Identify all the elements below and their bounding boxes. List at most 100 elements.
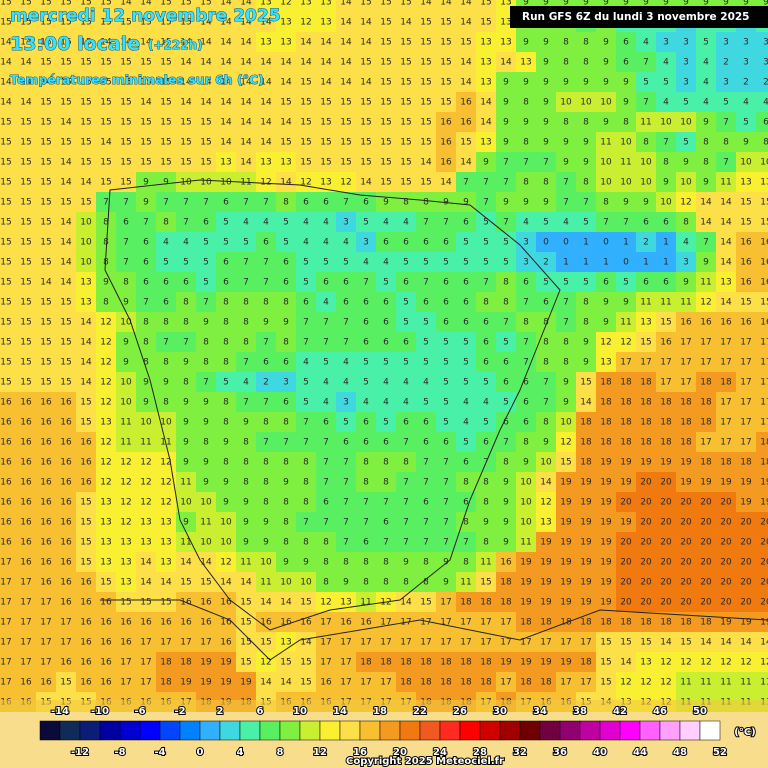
temperature-value: 14 [40, 278, 52, 288]
temperature-value: 16 [80, 638, 92, 648]
temperature-cell [176, 32, 196, 52]
temperature-cell [0, 172, 16, 192]
temperature-cell [256, 152, 276, 172]
temperature-value: 9 [623, 78, 629, 88]
temperature-value: 13 [280, 158, 291, 168]
temperature-value: 10 [740, 158, 752, 168]
temperature-value: 13 [100, 538, 111, 548]
temperature-value: 8 [383, 458, 389, 468]
temperature-value: 12 [620, 338, 631, 348]
temperature-value: 8 [523, 138, 529, 148]
temperature-value: 17 [320, 618, 331, 628]
temperature-value: 12 [100, 458, 111, 468]
temperature-value: 6 [343, 278, 349, 288]
temperature-cell [716, 112, 736, 132]
temperature-value: 14 [180, 98, 192, 108]
temperature-value: 17 [0, 558, 11, 568]
temperature-value: 15 [0, 138, 11, 148]
temperature-value: 17 [140, 658, 151, 668]
temperature-value: 5 [463, 258, 469, 268]
temperature-cell [216, 12, 236, 32]
temperature-value: 18 [440, 678, 452, 688]
temperature-value: 9 [203, 318, 209, 328]
temperature-value: 12 [660, 678, 671, 688]
colorbar-label: 14 [333, 706, 347, 717]
temperature-value: 4 [483, 398, 489, 408]
temperature-value: 7 [643, 58, 649, 68]
temperature-value: 7 [143, 298, 149, 308]
temperature-value: 18 [700, 458, 712, 468]
temperature-value: 18 [380, 658, 392, 668]
temperature-value: 6 [223, 198, 229, 208]
temperature-value: 4 [303, 358, 309, 368]
temperature-value: 12 [680, 658, 691, 668]
temperature-value: 9 [623, 198, 629, 208]
colorbar-swatch [499, 720, 521, 741]
temperature-value: 5 [483, 378, 489, 388]
temperature-value: 16 [40, 518, 52, 528]
temperature-value: 15 [320, 98, 331, 108]
temperature-cell [56, 112, 76, 132]
temperature-value: 6 [483, 358, 489, 368]
temperature-value: 12 [660, 658, 671, 668]
temperature-value: 7 [523, 338, 529, 348]
temperature-value: 15 [740, 298, 751, 308]
temperature-cell [456, 132, 476, 152]
temperature-value: 19 [220, 658, 232, 668]
temperature-value: 8 [583, 118, 589, 128]
temperature-value: 6 [523, 418, 529, 428]
temperature-value: 7 [643, 98, 649, 108]
temperature-value: 5 [323, 358, 329, 368]
colorbar-label: -4 [154, 747, 165, 758]
temperature-value: 13 [100, 418, 111, 428]
temperature-cell [476, 72, 496, 92]
temperature-value: 16 [60, 398, 72, 408]
temperature-value: 5 [483, 258, 489, 268]
subtitle: Températures minimales sur 6h (°C) [10, 72, 264, 87]
temperature-value: 15 [0, 358, 11, 368]
temperature-value: 14 [240, 158, 252, 168]
temperature-value: 13 [300, 0, 311, 8]
temperature-value: 1 [663, 238, 669, 248]
temperature-value: 19 [500, 658, 512, 668]
temperature-cell [0, 112, 16, 132]
temperature-value: 14 [480, 98, 492, 108]
temperature-value: 17 [180, 638, 191, 648]
temperature-value: 15 [80, 98, 91, 108]
temperature-value: 8 [363, 478, 369, 488]
temperature-value: 6 [643, 278, 649, 288]
temperature-value: 9 [543, 138, 549, 148]
temperature-value: 9 [603, 58, 609, 68]
temperature-value: 15 [80, 538, 91, 548]
temperature-value: 18 [520, 618, 532, 628]
temperature-value: 6 [443, 238, 449, 248]
temperature-value: 14 [720, 638, 732, 648]
temperature-value: 17 [760, 338, 768, 348]
temperature-value: 7 [343, 318, 349, 328]
colorbar-swatch [119, 720, 141, 741]
temperature-value: 16 [740, 318, 752, 328]
temperature-value: 11 [460, 578, 471, 588]
temperature-value: 9 [143, 378, 149, 388]
temperature-value: 3 [343, 398, 349, 408]
temperature-value: 9 [503, 478, 509, 488]
temperature-value: 16 [20, 458, 32, 468]
temperature-cell [216, 92, 236, 112]
temperature-value: 17 [740, 378, 751, 388]
temperature-value: 4 [383, 398, 389, 408]
temperature-cell [436, 72, 456, 92]
temperature-cell [16, 112, 36, 132]
temperature-cell [56, 152, 76, 172]
temperature-value: 14 [240, 98, 252, 108]
temperature-cell [276, 92, 296, 112]
temperature-value: 18 [520, 678, 532, 688]
temperature-value: 17 [760, 378, 768, 388]
temperature-cell [76, 92, 96, 112]
temperature-value: 10 [520, 518, 532, 528]
temperature-cell [716, 152, 736, 172]
temperature-value: 11 [700, 278, 711, 288]
temperature-value: 4 [383, 378, 389, 388]
temperature-value: 20 [640, 498, 652, 508]
temperature-value: 15 [320, 138, 331, 148]
